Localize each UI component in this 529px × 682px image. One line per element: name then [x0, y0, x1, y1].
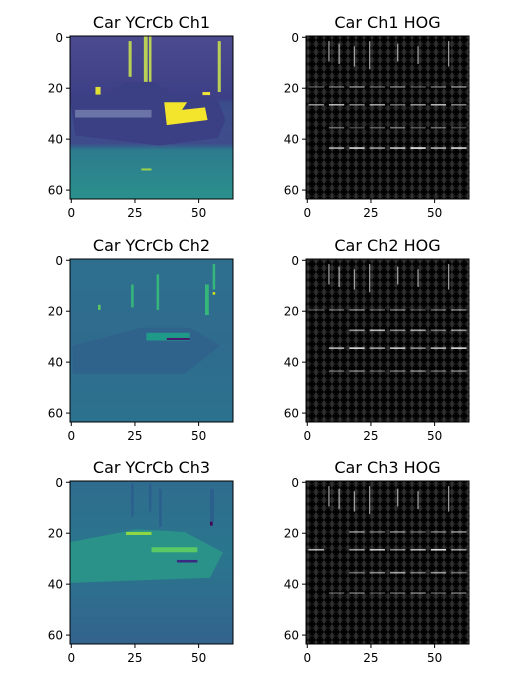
y-tick-label: 0 — [55, 31, 63, 45]
y-tick-label: 60 — [284, 407, 299, 421]
panel-title: Car Ch1 HOG — [334, 13, 440, 32]
x-tick-label: 50 — [427, 429, 442, 443]
panel-title: Car YCrCb Ch3 — [93, 458, 210, 477]
pole-detail — [149, 484, 152, 512]
road-mark — [141, 168, 151, 170]
dark-edge — [177, 560, 197, 563]
y-tick-label: 0 — [291, 476, 299, 490]
y-tick-label: 60 — [284, 629, 299, 643]
y-tick-label: 60 — [48, 407, 63, 421]
y-tick-label: 0 — [291, 31, 299, 45]
y-tick-label: 40 — [284, 578, 299, 592]
light-spot — [202, 92, 210, 95]
panel-1: Car YCrCb Ch1 0 25 50 0 20 40 60 — [48, 13, 233, 220]
x-tick-label: 0 — [303, 206, 311, 220]
x-tick-label: 50 — [191, 651, 206, 665]
x-tick-label: 50 — [427, 206, 442, 220]
panel-title: Car YCrCb Ch2 — [93, 236, 210, 255]
panel-5: Car YCrCb Ch3 0 25 50 0 20 40 60 — [48, 458, 233, 665]
x-tick-label: 25 — [127, 651, 142, 665]
pole-detail — [210, 489, 214, 522]
hog-image — [306, 36, 469, 199]
hog-image — [306, 259, 469, 422]
car-reflection — [75, 110, 151, 118]
pole-detail — [205, 284, 209, 315]
y-tick-label: 20 — [48, 527, 63, 541]
y-tick-label: 0 — [55, 476, 63, 490]
panel-3: Car YCrCb Ch2 0 25 50 0 20 40 60 — [48, 236, 233, 443]
x-tick-label: 0 — [67, 651, 75, 665]
channel-image — [70, 259, 233, 422]
y-tick-label: 40 — [284, 133, 299, 147]
x-tick-label: 25 — [127, 206, 142, 220]
y-tick-label: 20 — [284, 305, 299, 319]
pole-detail — [149, 36, 152, 82]
panel-title: Car Ch2 HOG — [334, 236, 440, 255]
pole-detail — [144, 36, 148, 84]
channel-image — [70, 36, 233, 199]
y-tick-label: 20 — [48, 82, 63, 96]
y-tick-label: 60 — [284, 184, 299, 198]
light-spot — [98, 305, 101, 310]
x-tick-label: 50 — [191, 429, 206, 443]
pole-detail — [157, 274, 160, 310]
x-tick-label: 50 — [427, 651, 442, 665]
channel-image — [70, 481, 233, 644]
y-tick-label: 0 — [55, 254, 63, 268]
y-tick-label: 40 — [284, 356, 299, 370]
y-tick-label: 20 — [48, 305, 63, 319]
x-tick-label: 0 — [303, 429, 311, 443]
y-tick-label: 40 — [48, 356, 63, 370]
pole-detail — [159, 489, 162, 527]
hog-image — [306, 481, 469, 644]
dark-edge — [167, 338, 190, 340]
y-tick-label: 0 — [291, 254, 299, 268]
x-tick-label: 25 — [363, 429, 378, 443]
panel-2: Car Ch1 HOG 0 25 50 0 20 40 60 — [284, 13, 469, 220]
light-spot — [213, 292, 216, 295]
y-tick-label: 20 — [284, 82, 299, 96]
dark-spot — [210, 522, 213, 526]
pole-detail — [129, 41, 132, 77]
x-tick-label: 0 — [67, 429, 75, 443]
x-tick-label: 25 — [127, 429, 142, 443]
x-tick-label: 50 — [191, 206, 206, 220]
panel-4: Car Ch2 HOG 0 25 50 0 20 40 60 — [284, 236, 469, 443]
pole-detail — [218, 41, 221, 92]
road-mark — [70, 593, 233, 595]
car-highlight — [126, 532, 151, 535]
y-tick-label: 60 — [48, 184, 63, 198]
x-tick-label: 0 — [303, 651, 311, 665]
light-spot — [95, 87, 100, 95]
hog-cell-grid — [306, 481, 469, 644]
pole-detail — [213, 264, 216, 289]
pole-detail — [131, 484, 134, 517]
hog-cell-grid — [306, 259, 469, 422]
x-tick-label: 0 — [67, 206, 75, 220]
pole-detail — [131, 284, 134, 307]
x-tick-label: 25 — [363, 651, 378, 665]
y-tick-label: 60 — [48, 629, 63, 643]
x-tick-label: 25 — [363, 206, 378, 220]
y-tick-label: 20 — [284, 527, 299, 541]
panel-title: Car Ch3 HOG — [334, 458, 440, 477]
panel-6: Car Ch3 HOG 0 25 50 0 20 40 60 — [284, 458, 469, 665]
y-tick-label: 40 — [48, 578, 63, 592]
y-tick-label: 40 — [48, 133, 63, 147]
panel-title: Car YCrCb Ch1 — [93, 13, 210, 32]
hog-cell-grid — [306, 36, 469, 199]
car-highlight — [152, 547, 198, 552]
